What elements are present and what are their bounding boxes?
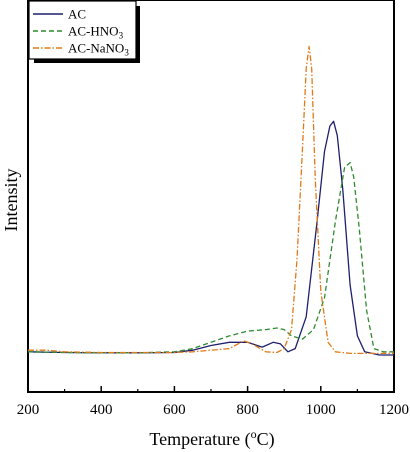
x-axis-title: Temperature (oC) [149, 427, 274, 450]
legend-label-1: AC-HNO3 [68, 24, 124, 41]
x-axis-title-degree: o [251, 427, 257, 441]
x-axis-title-unit: C) [257, 429, 275, 450]
x-axis-title-main: Temperature ( [149, 429, 250, 450]
series-line-1 [27, 161, 394, 354]
x-tick-label: 1000 [306, 402, 336, 418]
y-axis-title: Intensity [1, 169, 21, 232]
x-tick-label: 400 [90, 402, 113, 418]
series-line-0 [27, 120, 394, 356]
x-tick-label: 800 [236, 402, 259, 418]
x-tick-label: 600 [163, 402, 186, 418]
x-tick-label: 1200 [379, 402, 409, 418]
x-tick-label: 200 [17, 402, 40, 418]
legend-label-2: AC-NaNO3 [68, 41, 129, 58]
legend-label-0: AC [68, 7, 86, 22]
series-line-2 [28, 45, 394, 355]
legend-box [28, 0, 137, 60]
